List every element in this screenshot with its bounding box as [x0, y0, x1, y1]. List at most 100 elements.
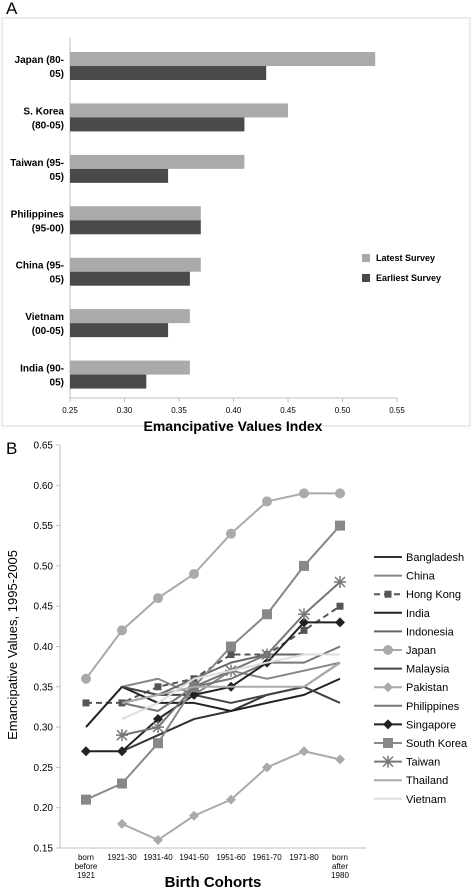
legend-label-china: China [406, 571, 436, 583]
x-tick-label: 0.55 [389, 406, 405, 415]
x-tick-label: 0.45 [280, 406, 296, 415]
legend-item-vietnam: Vietnam [374, 794, 446, 806]
legend-marker-pakistan [383, 682, 393, 693]
point-japan [226, 528, 236, 539]
bar-earliest-survey-vietnam-00-05 [70, 323, 169, 338]
legend-label-taiwan: Taiwan [406, 757, 440, 769]
point-taiwan [334, 576, 346, 589]
series-vietnam [121, 653, 340, 720]
y-tick-label: 0.20 [34, 803, 54, 814]
legend-item-bangladesh: Bangladesh [374, 552, 464, 564]
x-tick-label: 1941-50 [179, 853, 209, 862]
legend-swatch-latest-survey [362, 254, 370, 262]
bar-chart-frame [1, 17, 471, 427]
point-hong-kong [227, 651, 235, 659]
series-pakistan [117, 746, 345, 845]
series-thailand [121, 661, 341, 704]
series-japan [81, 488, 345, 684]
bar-earliest-survey-india-90-05 [70, 374, 147, 389]
x-tick-label: born before 1921 [75, 853, 98, 880]
point-singapore [117, 746, 127, 757]
legend-item-singapore: Singapore [374, 719, 456, 731]
bar-latest-survey-china-95-05 [70, 257, 201, 272]
panel-b-label: B [6, 439, 17, 458]
legend-label-philippines: Philippines [406, 701, 460, 713]
legend-item-indonesia: Indonesia [374, 626, 455, 638]
y-tick-label: 0.35 [34, 682, 54, 693]
legend-label-bangladesh: Bangladesh [406, 552, 464, 564]
point-hong-kong [82, 699, 90, 707]
legend-label-malaysia: Malaysia [406, 664, 450, 676]
panel-a-label: A [6, 0, 18, 18]
point-south-korea [226, 641, 236, 652]
point-south-korea [262, 609, 272, 620]
point-pakistan [299, 746, 309, 757]
legend-swatch-earliest-survey [362, 274, 370, 282]
x-tick-label: 0.35 [171, 406, 187, 415]
category-label: Philippines (95-00) [11, 209, 65, 234]
point-taiwan [261, 648, 273, 661]
x-tick-label: 1951-60 [216, 853, 246, 862]
series-india [85, 677, 341, 728]
bar-series [70, 52, 376, 389]
legend-label-india: India [406, 608, 431, 620]
bar-earliest-survey-taiwan-95-05 [70, 168, 169, 183]
legend-marker-hong-kong [384, 590, 392, 598]
point-south-korea [299, 560, 309, 571]
x-tick-label: born after 1980 [331, 853, 349, 880]
point-taiwan [298, 608, 310, 621]
point-japan [299, 488, 309, 499]
category-label: Vietnam (00-05) [25, 312, 64, 337]
x-tick-label: 1961-70 [252, 853, 282, 862]
legend-label-hong-kong: Hong Kong [406, 589, 461, 601]
bar-latest-survey-taiwan-95-05 [70, 154, 245, 169]
legend-label-earliest-survey: Earliest Survey [376, 273, 441, 283]
point-pakistan [153, 834, 163, 845]
line-japan [85, 492, 340, 680]
legend-label-vietnam: Vietnam [406, 794, 446, 806]
y-tick-label: 0.25 [34, 763, 54, 774]
point-singapore [299, 617, 309, 628]
category-label: Taiwan (95-05) [10, 158, 64, 183]
point-hong-kong [300, 626, 308, 634]
bar-legend: Latest Survey Earliest Survey [362, 253, 441, 283]
point-japan [189, 568, 199, 579]
legend-item-india: India [374, 608, 431, 620]
bar-latest-survey-vietnam-00-05 [70, 309, 190, 324]
legend-item-philippines: Philippines [374, 701, 460, 713]
line-x-tick-labels: born before 1921 1921-30 1931-40 1941-50 1951-… [75, 853, 350, 880]
line-series [81, 488, 346, 845]
y-tick-label: 0.50 [34, 561, 54, 572]
legend-label-singapore: Singapore [406, 719, 456, 731]
legend-label-pakistan: Pakistan [406, 682, 448, 694]
line-thailand [121, 661, 341, 704]
bar-earliest-survey-japan-80-05 [70, 66, 267, 80]
y-tick-label: 0.65 [34, 441, 54, 452]
line-x-axis-title: Birth Cohorts [165, 874, 262, 891]
legend-marker-taiwan [382, 755, 394, 768]
y-tick-label: 0.55 [34, 521, 54, 532]
point-pakistan [189, 810, 199, 821]
point-taiwan [116, 729, 128, 742]
point-south-korea [117, 778, 127, 789]
point-hong-kong [336, 602, 344, 610]
bar-latest-survey-japan-80-05 [70, 52, 376, 66]
line-y-tick-labels: 0.15 0.20 0.25 0.30 0.35 0.40 0.45 0.50 0.55 0.60… [34, 441, 60, 855]
point-south-korea [335, 520, 345, 531]
point-japan [153, 593, 163, 604]
y-tick-label: 0.40 [34, 642, 54, 653]
x-tick-label: 0.25 [62, 406, 78, 415]
point-pakistan [335, 754, 345, 765]
point-singapore [335, 617, 345, 628]
point-japan [262, 496, 272, 507]
y-tick-label: 0.45 [34, 602, 54, 613]
bar-latest-survey-philippines-95-00 [70, 206, 201, 221]
bar-earliest-survey-china-95-05 [70, 271, 190, 286]
line-y-axis-title: Emancipative Values, 1995-2005 [5, 550, 20, 740]
category-label: China (95-05) [16, 261, 64, 286]
x-tick-label: 0.40 [226, 406, 242, 415]
legend-label-indonesia: Indonesia [406, 626, 455, 638]
legend-marker-south-korea [383, 738, 393, 748]
legend-item-taiwan: Taiwan [374, 755, 440, 769]
